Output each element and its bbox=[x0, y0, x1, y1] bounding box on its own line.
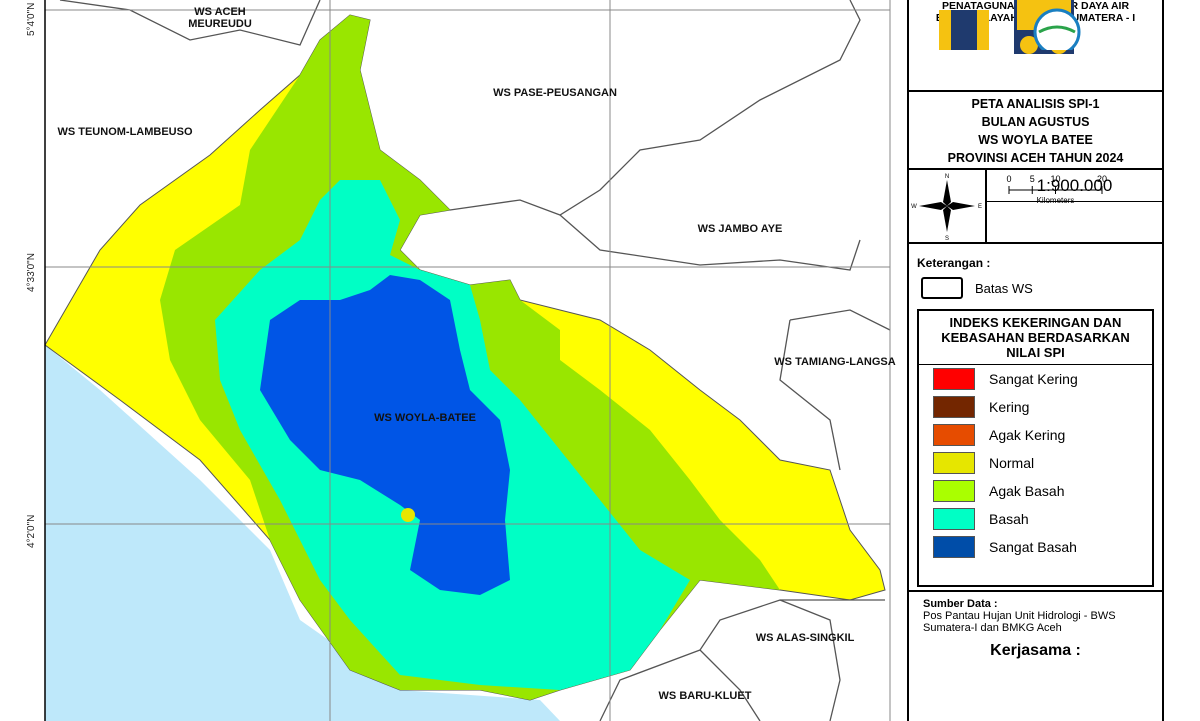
batas-label: Batas WS bbox=[975, 280, 1033, 296]
source: Pos Pantau Hujan Unit Hidrologi - BWS Su… bbox=[923, 610, 1116, 634]
kerjasama: Kerjasama : bbox=[990, 642, 1081, 659]
scale-tick-label: 20 bbox=[1097, 174, 1107, 184]
map-title: PROVINSI ACEH TAHUN 2024 bbox=[947, 151, 1124, 165]
map-title: WS WOYLA BATEE bbox=[978, 133, 1093, 147]
batas-swatch bbox=[921, 277, 963, 299]
needle bbox=[947, 202, 975, 210]
keterangan: Keterangan : bbox=[917, 256, 991, 270]
batas-row: Batas WS bbox=[921, 277, 1154, 299]
compass-label: E bbox=[978, 204, 982, 210]
legend: INDEKS KEKERINGAN DAN KEBASAHAN BERDASAR… bbox=[917, 309, 1154, 587]
region-label: WS WOYLA-BATEE bbox=[374, 412, 476, 424]
scale-tick-label: 10 bbox=[1050, 174, 1060, 184]
legend-item: Sangat Basah bbox=[919, 533, 1152, 561]
graticule bbox=[45, 0, 891, 721]
region-label: WS ACEH MEUREUDU bbox=[188, 6, 252, 30]
scale: 1:900.000 0 5 10 20 Kilometers bbox=[987, 170, 1162, 242]
region-label: WS JAMBO AYE bbox=[697, 223, 783, 235]
legend-label: Sangat Kering bbox=[989, 371, 1078, 387]
lat-label: 4°33'0"N bbox=[26, 253, 37, 292]
source-title: Sumber Data : bbox=[923, 598, 998, 610]
logo-dot bbox=[1020, 36, 1038, 54]
bmkg-wave bbox=[1038, 25, 1076, 34]
legend-swatch bbox=[933, 480, 975, 502]
legend-block: Keterangan : Batas WS INDEKS KEKERINGAN … bbox=[909, 244, 1162, 592]
scale-tick-label: 5 bbox=[1030, 174, 1035, 184]
compass-label: S bbox=[945, 236, 949, 242]
legend-label: Kering bbox=[989, 399, 1030, 415]
legend-swatch bbox=[933, 368, 975, 390]
legend-swatch bbox=[933, 452, 975, 474]
title-block: PETA ANALISIS SPI-1 BULAN AGUSTUS WS WOYLA… bbox=[909, 92, 1162, 170]
region-label: WS TEUNOM-LAMBEUSO bbox=[57, 126, 193, 138]
legend-item: Kering bbox=[919, 393, 1152, 421]
lat-label: 4°2'0"N bbox=[26, 514, 37, 548]
legend-title: INDEKS KEKERINGAN DAN KEBASAHAN BERDASAR… bbox=[919, 311, 1152, 365]
legend-label: Agak Basah bbox=[989, 483, 1065, 499]
legend-swatch bbox=[933, 424, 975, 446]
legend-label: Basah bbox=[989, 511, 1029, 527]
scale-tick-label: 0 bbox=[1006, 174, 1011, 184]
legend-label: Agak Kering bbox=[989, 427, 1066, 443]
compass-rose: N E S W bbox=[911, 174, 982, 242]
needle bbox=[919, 202, 947, 210]
compass-label: N bbox=[945, 174, 949, 180]
region-label: WS PASE-PEUSANGAN bbox=[493, 87, 617, 99]
needle bbox=[943, 180, 951, 206]
source-block: Sumber Data : Pos Pantau Hujan Unit Hidr… bbox=[909, 8, 1162, 666]
legend-swatch bbox=[933, 536, 975, 558]
legend-swatch bbox=[933, 396, 975, 418]
map-title: BULAN AGUSTUS bbox=[981, 115, 1090, 129]
zone-sangat-basah bbox=[260, 275, 510, 595]
ws-borders bbox=[59, 0, 891, 721]
legend-item: Basah bbox=[919, 505, 1152, 533]
panel: PENATAGUNAAN SUMBER DAYA AIR BALAI WILAY… bbox=[907, 0, 1164, 721]
legend-label: Sangat Basah bbox=[989, 539, 1077, 555]
legend-item: Agak Basah bbox=[919, 477, 1152, 505]
legend-swatch bbox=[933, 508, 975, 530]
pu-logo-part bbox=[951, 10, 977, 50]
scale-unit: Kilometers bbox=[1037, 196, 1075, 205]
legend-item: Normal bbox=[919, 449, 1152, 477]
bmkg-logo bbox=[1033, 8, 1081, 50]
lat-label: 5°4'0"N bbox=[26, 2, 37, 36]
region-label: WS ALAS-SINGKIL bbox=[755, 632, 855, 644]
region-label: WS TAMIANG-LANGSA bbox=[774, 356, 896, 368]
legend-item: Sangat Kering bbox=[919, 365, 1152, 393]
sea bbox=[45, 345, 560, 721]
legend-label: Normal bbox=[989, 455, 1035, 471]
region-label: WS BARU-KLUET bbox=[658, 690, 752, 702]
map bbox=[44, 0, 891, 721]
map-title: PETA ANALISIS SPI-1 bbox=[971, 97, 1100, 111]
scale-block: N E S W 1:900.000 0 5 10 20 Kilometers bbox=[909, 170, 1162, 244]
compass: N E S W bbox=[909, 170, 987, 242]
needle bbox=[943, 206, 951, 232]
partner-logos bbox=[939, 8, 1081, 50]
compass-label: W bbox=[911, 204, 917, 210]
scale-bar: 0 5 10 20 Kilometers bbox=[1006, 174, 1107, 205]
spot bbox=[401, 508, 415, 522]
legend-item: Agak Kering bbox=[919, 421, 1152, 449]
